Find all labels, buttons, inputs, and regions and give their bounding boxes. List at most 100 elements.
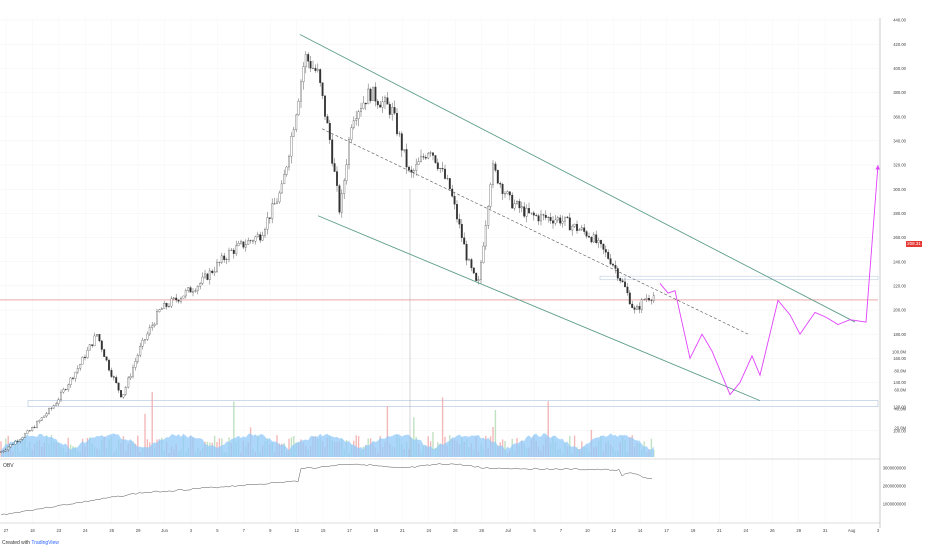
candle-body: [616, 268, 619, 279]
candle-body: [624, 281, 626, 288]
candle-body: [228, 250, 230, 260]
price-tick-label: 120.00: [893, 404, 906, 409]
candle-body: [266, 217, 269, 230]
candle-body: [165, 303, 168, 307]
price-tick-label: 380.00: [893, 90, 906, 95]
candle-body: [492, 163, 494, 185]
candle-body: [76, 368, 79, 373]
candle-body: [652, 295, 655, 301]
volume-bar: [441, 397, 444, 457]
time-tick-label: 28: [796, 528, 801, 533]
candle-body: [636, 306, 638, 310]
trend-channel[interactable]: [299, 34, 856, 402]
candle-body: [544, 214, 547, 218]
channel-mid-line: [321, 128, 749, 335]
volume-bar: [547, 401, 549, 457]
candle-body: [223, 255, 226, 260]
candle-body: [74, 371, 77, 379]
candle-body: [568, 217, 571, 231]
candle-body: [417, 161, 420, 165]
time-tick-label: 19: [374, 528, 379, 533]
candle-body: [112, 376, 115, 378]
time-tick-label: 28: [479, 528, 484, 533]
candle-body: [19, 439, 22, 442]
candle-body: [276, 201, 278, 204]
candle-body: [62, 389, 65, 393]
candle-body: [571, 225, 574, 231]
candle-body: [475, 272, 478, 281]
candle-body: [590, 237, 593, 243]
volume-tick-label: 80.0M: [894, 369, 906, 374]
candle-body: [552, 220, 554, 224]
candle-body: [424, 157, 427, 159]
time-tick-label: 19: [691, 528, 696, 533]
candle-body: [0, 451, 2, 453]
candle-body: [540, 214, 542, 222]
candle-body: [48, 408, 50, 414]
volume-tick-label: 40.0M: [894, 407, 906, 412]
candle-body: [21, 437, 24, 440]
obv-tick-label: 2000000000: [883, 484, 907, 489]
time-tick-label: 24: [426, 528, 431, 533]
candle-body: [319, 69, 322, 83]
candle-body: [405, 149, 408, 168]
price-tick-label: 300.00: [893, 187, 906, 192]
candle-body: [412, 170, 415, 173]
candle-body: [436, 162, 439, 170]
candle-body: [196, 286, 199, 291]
candle-body: [309, 61, 312, 69]
candle-body: [2, 450, 5, 453]
candle-body: [242, 241, 245, 248]
candle-body: [369, 88, 372, 101]
candle-body: [110, 369, 113, 377]
candle-body: [516, 201, 518, 204]
candle-body: [45, 413, 48, 417]
candle-body: [96, 334, 98, 337]
candle-body: [14, 441, 17, 445]
candle-body: [463, 237, 466, 245]
candle-body: [292, 129, 295, 137]
volume-bar: [288, 438, 290, 457]
candle-body: [117, 382, 120, 391]
candle-body: [60, 391, 62, 400]
candle-body: [556, 217, 559, 221]
candle-body: [26, 430, 29, 434]
price-tick-label: 180.00: [893, 332, 906, 337]
candle-body: [103, 349, 106, 357]
candle-body: [81, 356, 84, 365]
candle-body: [549, 217, 552, 221]
volume-average-area: [1, 433, 654, 457]
candle-body: [554, 219, 557, 224]
volume-bar: [137, 435, 139, 457]
volume-bar: [144, 413, 146, 457]
candle-body: [393, 107, 396, 114]
candle-body: [631, 303, 634, 308]
candle-body: [513, 203, 516, 209]
candle-body: [602, 243, 605, 250]
candle-body: [640, 299, 643, 310]
projection-path[interactable]: [659, 164, 880, 396]
candle-body: [583, 227, 586, 232]
candle-body: [307, 54, 310, 62]
candle-body: [67, 384, 70, 390]
volume-bar: [357, 435, 360, 457]
candle-body: [127, 377, 130, 388]
candle-body: [391, 107, 394, 115]
candle-body: [566, 216, 569, 218]
candle-body: [24, 433, 26, 438]
candle-body: [362, 102, 365, 109]
candle-body: [240, 241, 242, 244]
time-tick-label: 29: [136, 528, 141, 533]
candle-body: [141, 339, 144, 347]
candle-body: [561, 220, 564, 224]
candle-body: [172, 297, 175, 300]
candle-body: [326, 116, 329, 124]
volume-bar: [413, 417, 415, 457]
footer-brand[interactable]: TradingView: [31, 540, 59, 546]
candle-body: [153, 323, 156, 326]
candle-body: [499, 183, 502, 185]
candle-body: [285, 166, 288, 175]
candle-body: [458, 218, 461, 225]
candle-body: [91, 344, 94, 346]
